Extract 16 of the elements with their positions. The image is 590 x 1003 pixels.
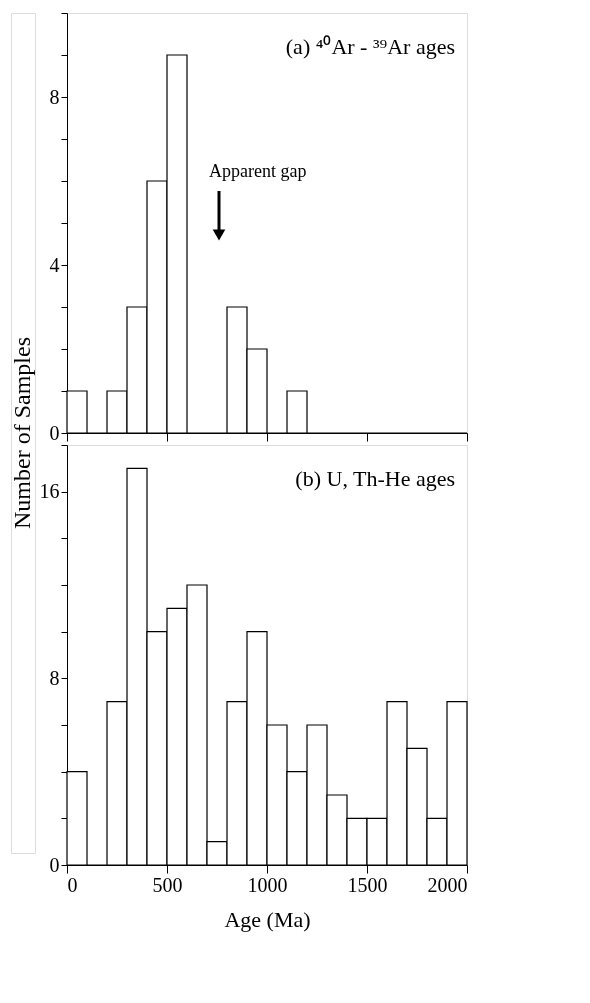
- x-tick-label: 500: [152, 873, 183, 896]
- y-tick-label: 16: [39, 480, 60, 503]
- x-axis-title: Age (Ma): [224, 906, 311, 932]
- annotation: Apparent gap: [209, 161, 307, 181]
- x-tick-label: 0: [67, 873, 78, 896]
- x-tick-label: 2000: [427, 873, 468, 896]
- y-tick-label: 0: [49, 853, 60, 876]
- y-axis-title: Number of Samples: [9, 337, 35, 529]
- text: (b) U, Th-He ages: [295, 466, 455, 491]
- y-tick-label: 8: [49, 666, 60, 689]
- x-tick-label: 1500: [347, 873, 388, 896]
- x-tick-label: 1000: [247, 873, 288, 896]
- y-tick-label: 4: [49, 253, 60, 276]
- text: (a) ⁴⁰Ar - ³⁹Ar ages: [285, 34, 455, 59]
- y-tick-label: 0: [49, 421, 60, 444]
- y-tick-label: 8: [49, 85, 60, 108]
